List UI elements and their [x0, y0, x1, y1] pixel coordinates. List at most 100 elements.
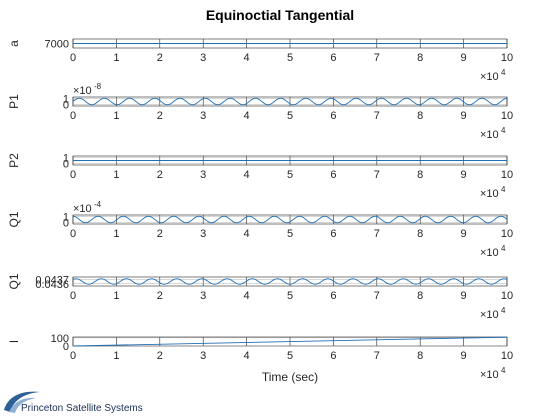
- x-tick-label: 3: [200, 110, 206, 122]
- x-tick-label: 6: [330, 290, 336, 302]
- x-tick-label: 10: [501, 52, 513, 64]
- y-tick-label: 1: [63, 153, 69, 165]
- x-tick-label: 5: [287, 169, 293, 181]
- x-tick-label: 1: [113, 52, 119, 64]
- y-tick-label: 0.0436: [35, 279, 69, 291]
- x-tick-label: 10: [501, 350, 513, 362]
- x-exponent: ×10 4: [480, 68, 506, 83]
- x-tick-label: 10: [501, 228, 513, 240]
- x-tick-label: 9: [461, 290, 467, 302]
- y-tick-label: 0: [63, 218, 69, 230]
- x-tick-label: 6: [330, 228, 336, 240]
- x-exponent-value: 4: [501, 366, 506, 375]
- x-tick-label: 8: [417, 52, 423, 64]
- y-tick-label: 0: [63, 100, 69, 112]
- x-tick-label: 7: [374, 169, 380, 181]
- series-line: [72, 278, 508, 285]
- x-exponent-value: 4: [501, 126, 506, 135]
- x-tick-label: 0: [70, 290, 76, 302]
- x-exponent-value: 4: [501, 68, 506, 77]
- x-tick-label: 7: [374, 110, 380, 122]
- y-axis-label: a: [7, 40, 21, 47]
- y-tick-label: 1: [63, 211, 69, 223]
- x-exponent: ×10 4: [480, 185, 506, 200]
- x-tick-label: 4: [244, 169, 250, 181]
- y-axis-label: P2: [7, 153, 21, 168]
- x-exponent: ×10 4: [480, 306, 506, 321]
- x-tick-label: 8: [417, 169, 423, 181]
- x-tick-label: 9: [461, 169, 467, 181]
- x-tick-label: 6: [330, 169, 336, 181]
- x-tick-label: 9: [461, 228, 467, 240]
- x-tick-label: 2: [157, 169, 163, 181]
- x-tick-label: 6: [330, 52, 336, 64]
- x-tick-label: 2: [157, 52, 163, 64]
- company-logo: Princeton Satellite Systems: [4, 391, 143, 414]
- x-exponent-value: 4: [501, 244, 506, 253]
- x-exponent-base: ×10: [480, 369, 499, 381]
- x-tick-label: 0: [70, 110, 76, 122]
- y-axis-label: Q1: [7, 273, 21, 289]
- x-tick-label: 1: [113, 350, 119, 362]
- x-tick-label: 7: [374, 52, 380, 64]
- x-tick-label: 2: [157, 110, 163, 122]
- x-tick-label: 0: [70, 350, 76, 362]
- x-tick-label: 7: [374, 350, 380, 362]
- x-tick-label: 1: [113, 169, 119, 181]
- y-tick-label: 100: [51, 333, 69, 345]
- x-tick-label: 3: [200, 228, 206, 240]
- y-axis-label: Q1: [7, 211, 21, 227]
- x-tick-label: 7: [374, 228, 380, 240]
- x-exponent: ×10 4: [480, 366, 506, 381]
- x-tick-label: 3: [200, 290, 206, 302]
- x-exponent-base: ×10: [480, 247, 499, 259]
- x-tick-label: 1: [113, 110, 119, 122]
- y-axis-label: l: [7, 340, 21, 343]
- x-tick-label: 5: [287, 350, 293, 362]
- x-tick-label: 5: [287, 52, 293, 64]
- x-tick-label: 4: [244, 110, 250, 122]
- x-tick-label: 3: [200, 52, 206, 64]
- x-tick-label: 9: [461, 350, 467, 362]
- series-line: [72, 215, 508, 224]
- logo-text: Princeton Satellite Systems: [21, 403, 143, 414]
- x-tick-label: 10: [501, 169, 513, 181]
- series-line: [72, 336, 508, 347]
- x-tick-label: 1: [113, 228, 119, 240]
- y-exponent-base: ×10: [73, 85, 92, 97]
- logo-swoosh-inner-icon: [9, 397, 36, 413]
- x-tick-label: 4: [244, 290, 250, 302]
- x-exponent-base: ×10: [480, 71, 499, 83]
- y-exponent: ×10 -8: [73, 82, 102, 97]
- x-exponent-base: ×10: [480, 188, 499, 200]
- x-tick-label: 2: [157, 350, 163, 362]
- x-tick-label: 2: [157, 290, 163, 302]
- series-line: [72, 97, 508, 106]
- x-tick-label: 4: [244, 350, 250, 362]
- y-exponent: ×10 -4: [73, 200, 102, 215]
- x-tick-label: 4: [244, 228, 250, 240]
- y-exponent-value: -8: [94, 82, 102, 91]
- x-tick-label: 6: [330, 110, 336, 122]
- x-exponent-value: 4: [501, 185, 506, 194]
- y-exponent-base: ×10: [73, 203, 92, 215]
- y-exponent-value: -4: [94, 200, 102, 209]
- x-tick-label: 5: [287, 228, 293, 240]
- x-tick-label: 10: [501, 110, 513, 122]
- logo-swoosh-icon: [4, 391, 40, 412]
- x-exponent: ×10 4: [480, 244, 506, 259]
- x-tick-label: 10: [501, 290, 513, 302]
- x-tick-label: 4: [244, 52, 250, 64]
- x-tick-label: 3: [200, 169, 206, 181]
- x-tick-label: 9: [461, 52, 467, 64]
- y-tick-label: 0: [63, 158, 69, 170]
- x-exponent: ×10 4: [480, 126, 506, 141]
- y-axis-label: P1: [7, 94, 21, 109]
